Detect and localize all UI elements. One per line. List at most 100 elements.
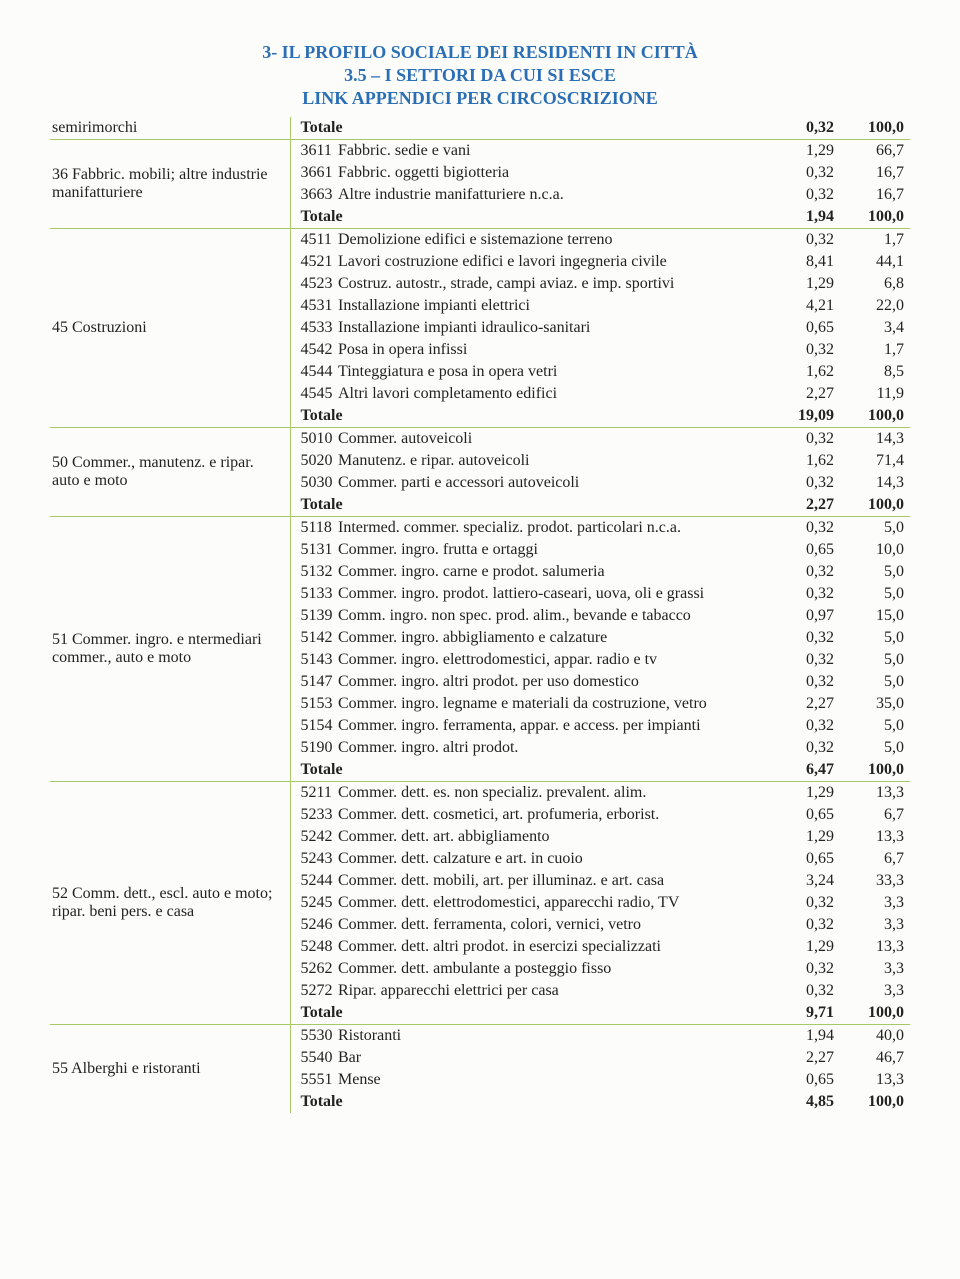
row-value-1: 1,29 <box>770 936 840 958</box>
row-desc: Comm. ingro. non spec. prod. alim., beva… <box>334 605 770 627</box>
row-code: 4544 <box>290 361 334 383</box>
row-value-1: 2,27 <box>770 383 840 405</box>
row-value-2: 5,0 <box>840 627 910 649</box>
row-code: 5143 <box>290 649 334 671</box>
table-row: 45 Costruzioni4511Demolizione edifici e … <box>50 229 910 252</box>
row-code: 5245 <box>290 892 334 914</box>
group-label: 51 Commer. ingro. e ntermediari commer.,… <box>50 517 290 782</box>
row-value-2: 35,0 <box>840 693 910 715</box>
row-value-1: 0,97 <box>770 605 840 627</box>
row-value-2: 6,8 <box>840 273 910 295</box>
total-value-2: 100,0 <box>840 1091 910 1113</box>
row-code: 5020 <box>290 450 334 472</box>
row-value-1: 0,32 <box>770 472 840 494</box>
row-desc: Commer. ingro. prodot. lattiero-caseari,… <box>334 583 770 605</box>
row-value-2: 13,3 <box>840 1069 910 1091</box>
row-desc: Posa in opera infissi <box>334 339 770 361</box>
row-code: 4523 <box>290 273 334 295</box>
row-code: 5211 <box>290 782 334 805</box>
row-value-1: 0,32 <box>770 914 840 936</box>
row-code: 5233 <box>290 804 334 826</box>
row-value-2: 44,1 <box>840 251 910 273</box>
row-value-2: 13,3 <box>840 826 910 848</box>
row-value-2: 33,3 <box>840 870 910 892</box>
row-desc: Fabbric. sedie e vani <box>334 140 770 163</box>
row-value-1: 0,32 <box>770 737 840 759</box>
row-value-1: 0,32 <box>770 428 840 451</box>
row-value-1: 0,32 <box>770 715 840 737</box>
row-value-1: 0,32 <box>770 229 840 252</box>
row-value-2: 10,0 <box>840 539 910 561</box>
total-value-1: 0,32 <box>770 117 840 140</box>
row-code: 3661 <box>290 162 334 184</box>
row-value-2: 6,7 <box>840 804 910 826</box>
row-desc: Commer. ingro. legname e materiali da co… <box>334 693 770 715</box>
row-value-2: 1,7 <box>840 339 910 361</box>
total-label: Totale <box>290 1091 770 1113</box>
row-desc: Manutenz. e ripar. autoveicoli <box>334 450 770 472</box>
row-value-1: 0,32 <box>770 892 840 914</box>
table-row: 36 Fabbric. mobili; altre industrie mani… <box>50 140 910 163</box>
row-desc: Ripar. apparecchi elettrici per casa <box>334 980 770 1002</box>
page-header: 3- IL PROFILO SOCIALE DEI RESIDENTI IN C… <box>50 42 910 109</box>
row-value-1: 1,29 <box>770 140 840 163</box>
total-value-2: 100,0 <box>840 206 910 229</box>
row-desc: Commer. dett. calzature e art. in cuoio <box>334 848 770 870</box>
row-value-2: 3,3 <box>840 980 910 1002</box>
row-desc: Commer. ingro. elettrodomestici, appar. … <box>334 649 770 671</box>
total-value-1: 2,27 <box>770 494 840 517</box>
row-value-2: 3,3 <box>840 892 910 914</box>
data-table: semirimorchiTotale0,32100,036 Fabbric. m… <box>50 117 910 1113</box>
row-value-1: 0,32 <box>770 649 840 671</box>
row-value-2: 40,0 <box>840 1025 910 1048</box>
row-code: 4545 <box>290 383 334 405</box>
row-desc: Tinteggiatura e posa in opera vetri <box>334 361 770 383</box>
row-value-2: 5,0 <box>840 737 910 759</box>
row-code: 5242 <box>290 826 334 848</box>
total-value-1: 9,71 <box>770 1002 840 1025</box>
total-value-1: 1,94 <box>770 206 840 229</box>
table-row: 51 Commer. ingro. e ntermediari commer.,… <box>50 517 910 540</box>
row-code: 5139 <box>290 605 334 627</box>
row-code: 5551 <box>290 1069 334 1091</box>
row-code: 5133 <box>290 583 334 605</box>
row-value-1: 1,94 <box>770 1025 840 1048</box>
row-code: 4521 <box>290 251 334 273</box>
group-label: 55 Alberghi e ristoranti <box>50 1025 290 1114</box>
row-value-1: 0,65 <box>770 317 840 339</box>
row-code: 5142 <box>290 627 334 649</box>
row-desc: Installazione impianti elettrici <box>334 295 770 317</box>
row-value-1: 0,65 <box>770 804 840 826</box>
row-code: 5118 <box>290 517 334 540</box>
row-code: 5262 <box>290 958 334 980</box>
row-value-2: 14,3 <box>840 472 910 494</box>
row-value-2: 5,0 <box>840 715 910 737</box>
row-code: 4542 <box>290 339 334 361</box>
row-value-2: 11,9 <box>840 383 910 405</box>
table-row: semirimorchiTotale0,32100,0 <box>50 117 910 140</box>
total-value-2: 100,0 <box>840 759 910 782</box>
row-code: 5248 <box>290 936 334 958</box>
row-code: 5243 <box>290 848 334 870</box>
row-value-2: 16,7 <box>840 184 910 206</box>
row-value-2: 5,0 <box>840 561 910 583</box>
table-row: 52 Comm. dett., escl. auto e moto; ripar… <box>50 782 910 805</box>
row-value-1: 0,32 <box>770 561 840 583</box>
row-code: 5153 <box>290 693 334 715</box>
row-value-1: 0,32 <box>770 162 840 184</box>
row-code: 5030 <box>290 472 334 494</box>
row-desc: Commer. dett. art. abbigliamento <box>334 826 770 848</box>
total-label: Totale <box>290 494 770 517</box>
row-value-1: 0,65 <box>770 1069 840 1091</box>
row-value-2: 46,7 <box>840 1047 910 1069</box>
row-code: 5244 <box>290 870 334 892</box>
row-value-1: 0,65 <box>770 848 840 870</box>
row-value-2: 5,0 <box>840 583 910 605</box>
total-value-2: 100,0 <box>840 117 910 140</box>
row-desc: Fabbric. oggetti bigiotteria <box>334 162 770 184</box>
row-code: 4533 <box>290 317 334 339</box>
row-desc: Commer. dett. elettrodomestici, apparecc… <box>334 892 770 914</box>
row-code: 5147 <box>290 671 334 693</box>
row-value-1: 1,62 <box>770 361 840 383</box>
row-value-2: 71,4 <box>840 450 910 472</box>
